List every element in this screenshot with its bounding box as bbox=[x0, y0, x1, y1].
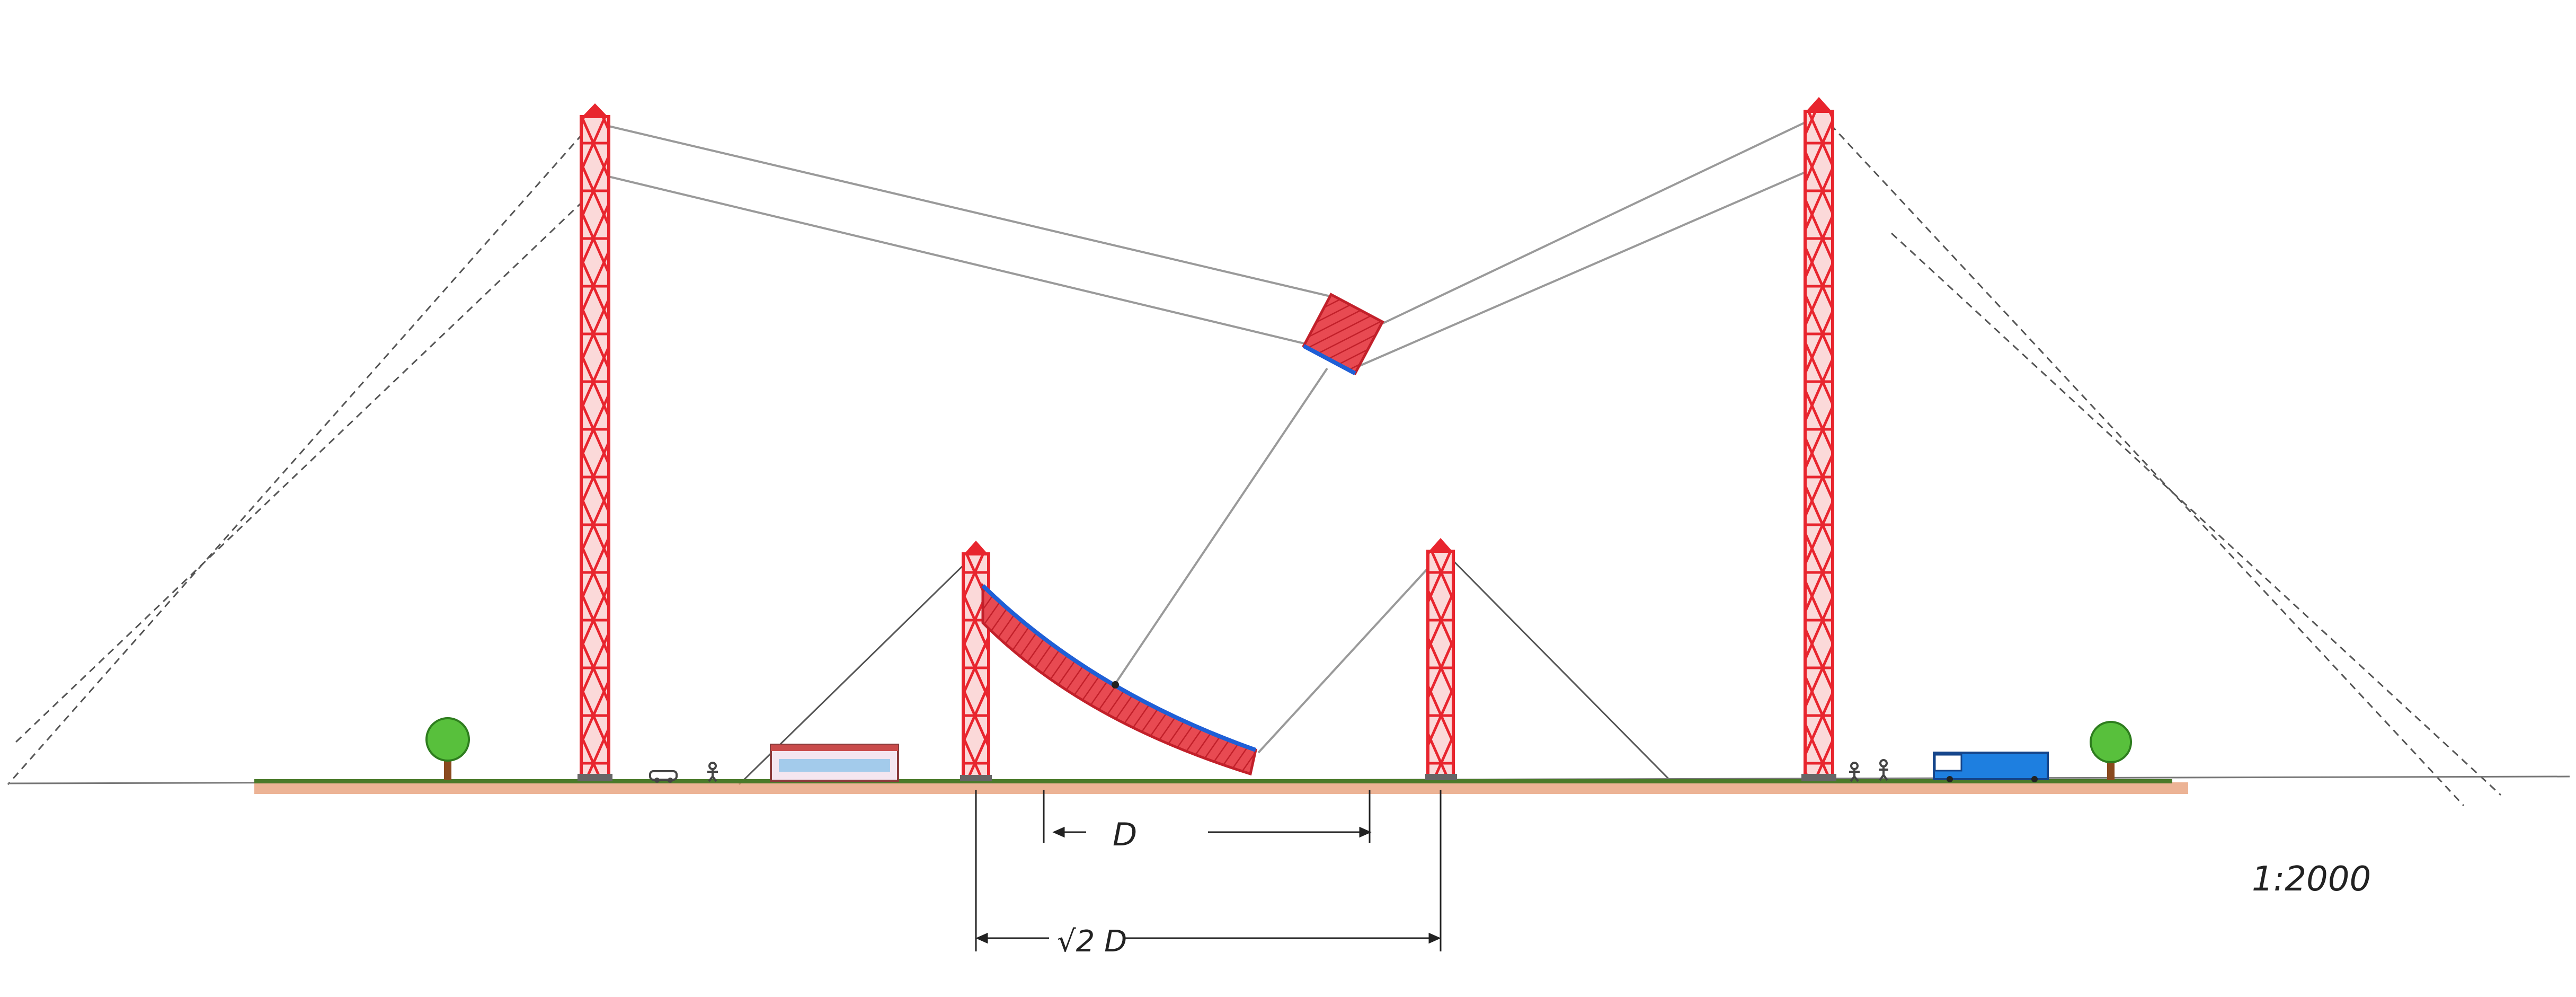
ground-grass bbox=[254, 779, 2172, 783]
car-icon bbox=[649, 770, 678, 783]
short-tower-right bbox=[1425, 538, 1457, 780]
person-icon bbox=[1879, 759, 1888, 781]
cable-dish-to-right-short-tower bbox=[1257, 553, 1442, 754]
tall-tower-left bbox=[578, 103, 612, 781]
cable-feed-to-dish bbox=[1114, 367, 1328, 685]
cable-left-lower bbox=[590, 171, 1309, 346]
guy-wires bbox=[7, 123, 2502, 807]
guy-wire-right-short bbox=[1448, 555, 1670, 780]
suspension-cables bbox=[590, 116, 1818, 754]
cable-right-upper bbox=[1382, 116, 1818, 324]
dimension-sqrt2-d-label: √2 D bbox=[1057, 924, 1127, 959]
reflector-dish bbox=[981, 583, 1257, 776]
person-icon bbox=[707, 762, 718, 782]
feed-cabin bbox=[1302, 293, 1384, 375]
person-icon bbox=[1849, 762, 1860, 782]
short-tower-left bbox=[960, 541, 992, 781]
ground bbox=[254, 779, 2188, 794]
guy-wire-right-tall-1 bbox=[1829, 123, 2465, 807]
dimension-sqrt2-d bbox=[975, 790, 1442, 951]
cable-right-lower bbox=[1353, 166, 1818, 369]
tree-icon bbox=[2090, 721, 2132, 780]
guy-wire-left-tall-2 bbox=[15, 200, 584, 743]
dimension-d bbox=[1043, 790, 1372, 843]
tall-tower-right bbox=[1801, 97, 1836, 781]
cable-left-upper bbox=[590, 121, 1333, 298]
dimension-d-label: D bbox=[1113, 816, 1137, 853]
train-icon bbox=[1933, 752, 2049, 782]
guy-wire-right-tall-2 bbox=[1890, 232, 2502, 796]
scale-label: 1:2000 bbox=[2252, 860, 2371, 899]
tree-icon bbox=[425, 717, 470, 780]
guy-wire-left-tall-1 bbox=[7, 124, 592, 785]
building-icon bbox=[770, 744, 899, 782]
ground-soil bbox=[254, 782, 2188, 794]
